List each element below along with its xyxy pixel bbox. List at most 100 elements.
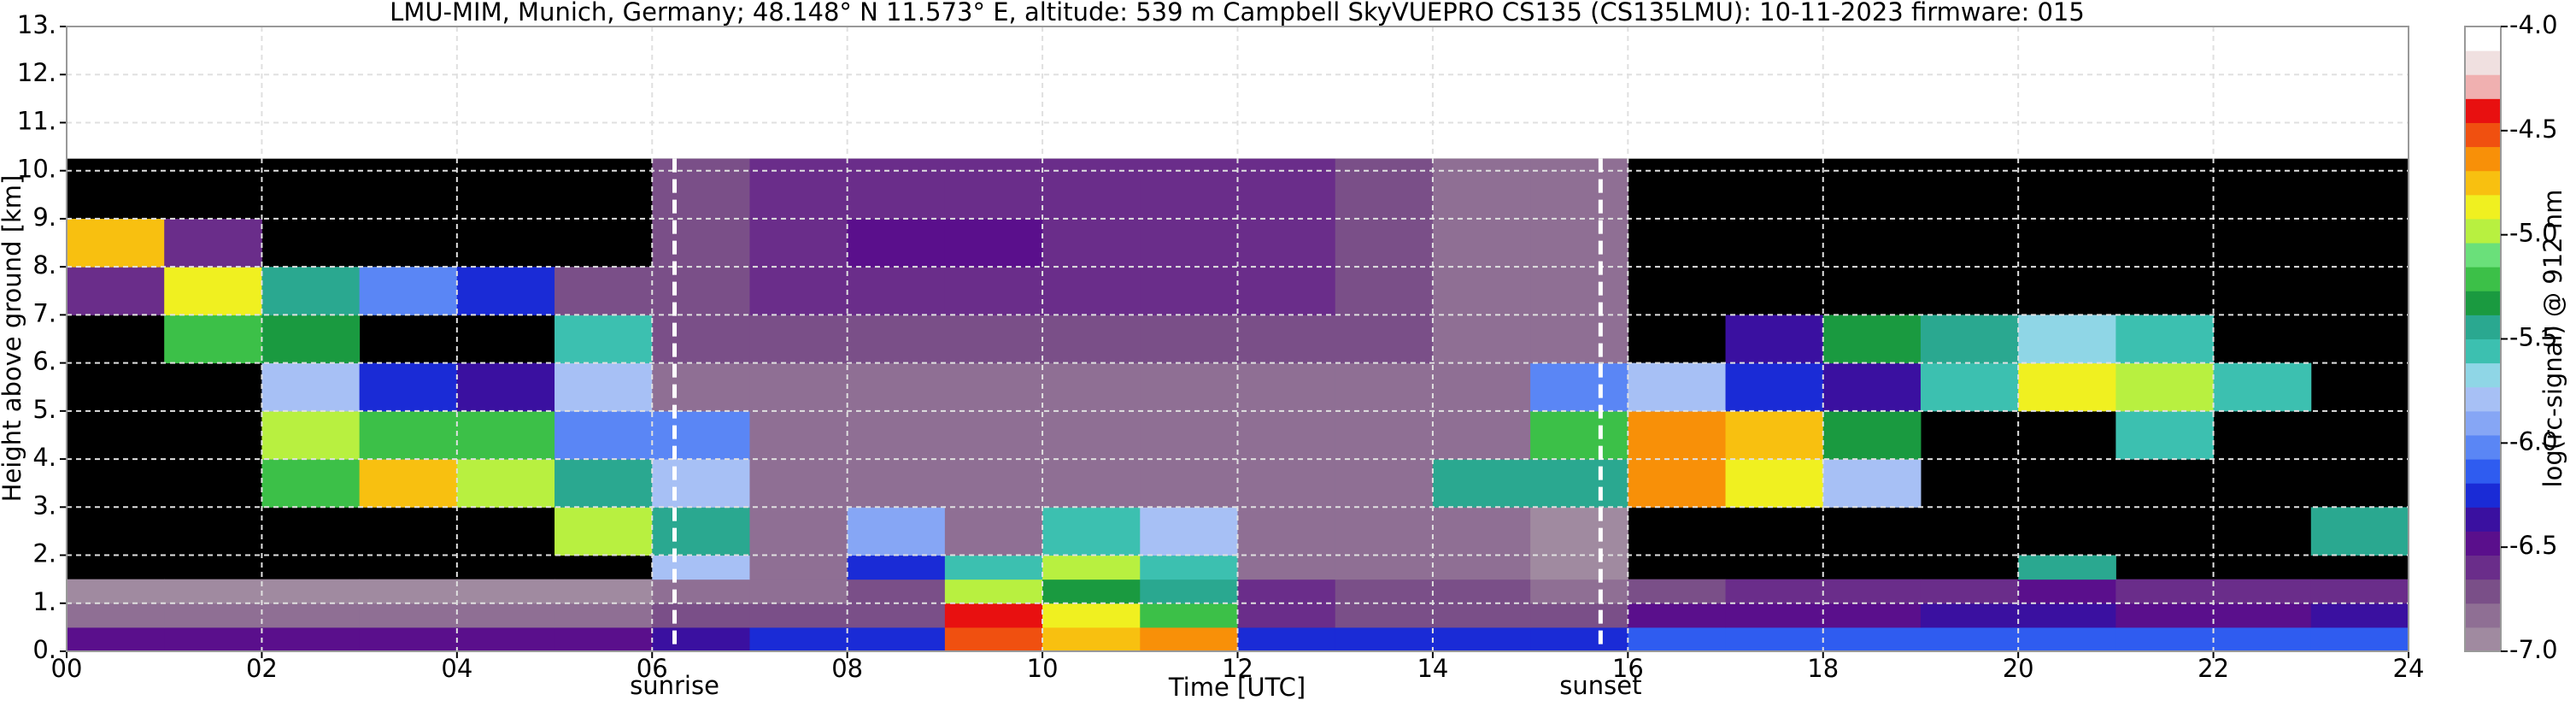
- y-tick-label: 5.: [32, 395, 56, 424]
- heatmap-cell: [1920, 579, 2019, 604]
- heatmap-cell: [652, 267, 750, 315]
- heatmap-cell: [944, 627, 1043, 652]
- heatmap-cell: [847, 218, 946, 268]
- heatmap-cell: [1432, 362, 1531, 412]
- y-tick-label: 3.: [32, 491, 56, 520]
- heatmap-cell: [359, 410, 458, 460]
- heatmap-cell: [1237, 627, 1336, 652]
- heatmap-cell: [1432, 410, 1531, 460]
- heatmap-cell: [1725, 410, 1824, 460]
- heatmap-cell: [652, 410, 750, 460]
- heatmap-cell: [1042, 410, 1141, 460]
- heatmap-cell: [1042, 267, 1141, 315]
- heatmap-cell: [456, 603, 555, 628]
- heatmap-cell: [1042, 315, 1141, 364]
- heatmap-cell: [164, 315, 262, 364]
- heatmap-cell: [1530, 507, 1628, 556]
- colorbar-swatch: [2465, 627, 2501, 652]
- heatmap-cell: [2310, 579, 2409, 604]
- colorbar-swatch: [2465, 555, 2501, 580]
- heatmap-cell: [1628, 410, 1727, 460]
- heatmap-cell: [1335, 267, 1434, 315]
- heatmap-cell: [749, 267, 848, 315]
- heatmap-cell: [1042, 218, 1141, 268]
- heatmap-cell: [67, 218, 165, 268]
- heatmap-cell: [944, 410, 1043, 460]
- heatmap-cell: [944, 555, 1043, 580]
- heatmap-cell: [1042, 362, 1141, 412]
- heatmap-cell: [1335, 579, 1434, 604]
- heatmap-cell: [359, 362, 458, 412]
- heatmap-cell: [749, 218, 848, 268]
- x-tick-label: 12: [1222, 654, 1253, 683]
- colorbar-swatch: [2465, 362, 2501, 388]
- heatmap-cell: [359, 627, 458, 652]
- colorbar-swatch: [2465, 531, 2501, 556]
- heatmap-cell: [652, 603, 750, 628]
- colorbar-swatch: [2465, 218, 2501, 244]
- heatmap-cell: [749, 459, 848, 508]
- heatmap-cell: [1725, 362, 1824, 412]
- x-tick-label: 14: [1417, 654, 1448, 683]
- marker-label: sunset: [1559, 671, 1641, 700]
- heatmap-cell: [1432, 267, 1531, 315]
- heatmap-cell: [2310, 507, 2409, 556]
- heatmap-cell: [749, 579, 848, 604]
- heatmap-cell: [261, 459, 361, 508]
- heatmap-cell: [261, 362, 361, 412]
- heatmap-cell: [1725, 603, 1824, 628]
- heatmap-cell: [847, 362, 946, 412]
- heatmap-cell: [1725, 315, 1824, 364]
- heatmap-cell: [1530, 315, 1628, 364]
- heatmap-cell: [1920, 315, 2019, 364]
- heatmap-cell: [1432, 579, 1531, 604]
- heatmap-cell: [1335, 315, 1434, 364]
- heatmap-cell: [1335, 555, 1434, 580]
- colorbar-swatch: [2465, 243, 2501, 268]
- x-tick-label: 10: [1027, 654, 1059, 683]
- heatmap-cell: [359, 579, 458, 604]
- heatmap-cell: [1237, 158, 1336, 220]
- heatmap-cell: [1530, 603, 1628, 628]
- x-tick-label: 00: [51, 654, 83, 683]
- x-axis-label: Time [UTC]: [1168, 673, 1306, 702]
- heatmap-cell: [555, 267, 653, 315]
- heatmap-cell: [1237, 507, 1336, 556]
- heatmap-cell: [1432, 507, 1531, 556]
- heatmap-cell: [749, 627, 848, 652]
- heatmap-cell: [456, 579, 555, 604]
- heatmap-cell: [749, 362, 848, 412]
- heatmap-cell: [1725, 459, 1824, 508]
- colorbar-tick-label: -5.0: [2509, 219, 2558, 248]
- heatmap-cell: [1822, 579, 1922, 604]
- heatmap-cell: [652, 218, 750, 268]
- marker-label: sunrise: [630, 671, 719, 700]
- y-tick-label: 6.: [32, 347, 56, 376]
- heatmap-cell: [847, 315, 946, 364]
- heatmap-cell: [164, 218, 262, 268]
- heatmap-cell: [1140, 315, 1238, 364]
- heatmap-cell: [1530, 459, 1628, 508]
- heatmap-cell: [2018, 627, 2116, 652]
- heatmap-cell: [749, 555, 848, 580]
- heatmap-cell: [2310, 627, 2409, 652]
- colorbar-swatch: [2465, 291, 2501, 315]
- heatmap-cell: [1237, 555, 1336, 580]
- heatmap-cell: [1335, 362, 1434, 412]
- plot-frame: [66, 26, 2409, 652]
- heatmap-cell: [2213, 579, 2312, 604]
- heatmap-cell: [2115, 315, 2215, 364]
- heatmap-cell: [847, 158, 946, 220]
- heatmap-cell: [1432, 315, 1531, 364]
- heatmap-cell: [1237, 267, 1336, 315]
- heatmap-cell: [1335, 507, 1434, 556]
- heatmap-cell: [1725, 627, 1824, 652]
- heatmap-cell: [847, 410, 946, 460]
- colorbar-tick-label: -5.5: [2509, 323, 2558, 352]
- heatmap-cell: [1140, 555, 1238, 580]
- heatmap-cell: [2213, 627, 2312, 652]
- heatmap-cell: [1628, 459, 1727, 508]
- heatmap-cell: [1530, 362, 1628, 412]
- heatmap-cell: [847, 579, 946, 604]
- y-tick-label: 0.: [32, 635, 56, 664]
